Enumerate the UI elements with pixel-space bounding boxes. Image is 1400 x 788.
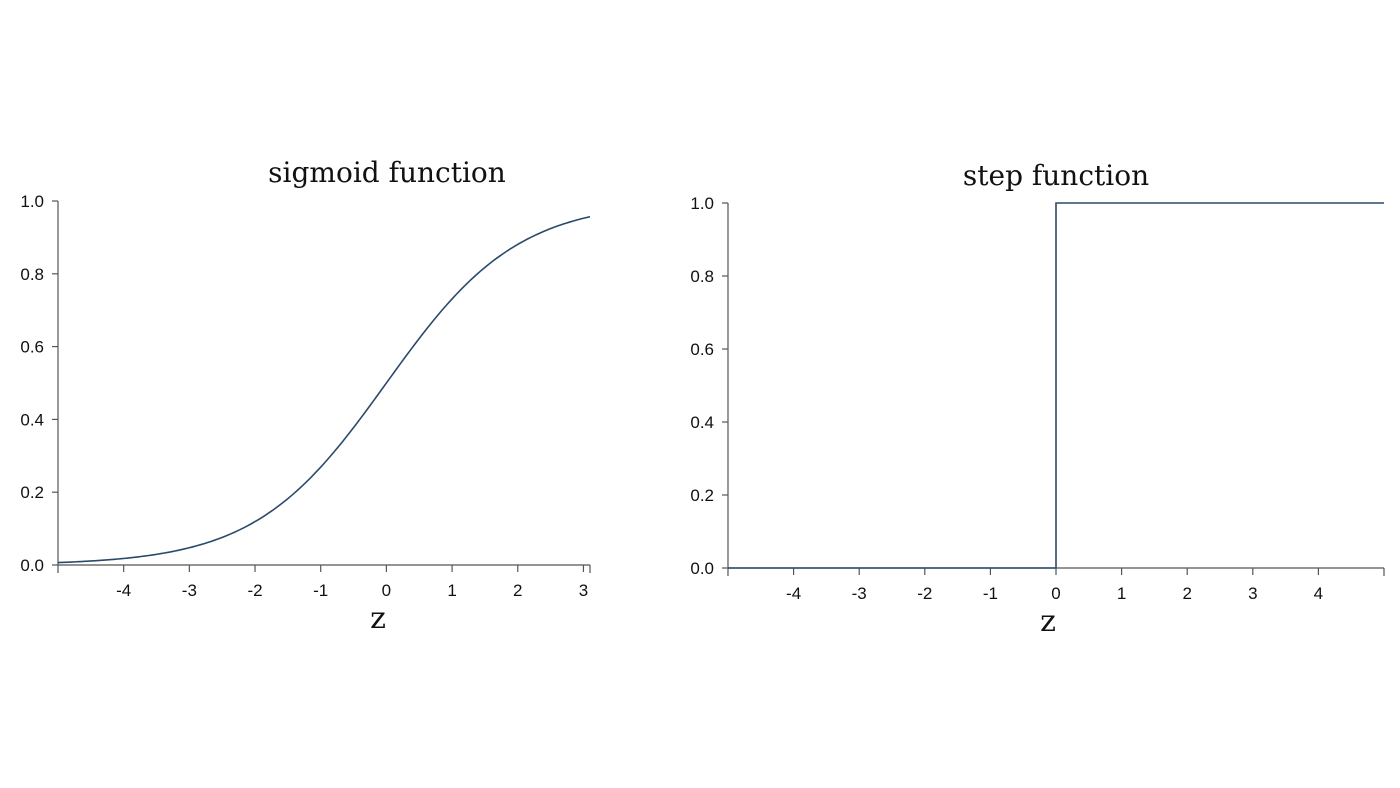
sigmoid-x-tick-label: -2 <box>247 581 262 600</box>
sigmoid-chart: sigmoid function z 0.0 0.2 0.4 0.6 0.8 1.0 -4 -… <box>20 156 591 636</box>
sigmoid-x-tick-label: -3 <box>182 581 197 600</box>
sigmoid-x-tick-label: 0 <box>382 581 391 600</box>
step-y-tick-label: 0.6 <box>690 340 714 359</box>
step-series-line <box>728 202 1384 569</box>
step-x-tick-label: 3 <box>1248 584 1257 603</box>
step-x-tick-label: -3 <box>852 584 867 603</box>
sigmoid-x-tick-label: 3 <box>579 581 588 600</box>
step-y-tick-label: 0.8 <box>690 267 714 286</box>
step-chart: step function z 0.0 0.2 0.4 0.6 0.8 1.0 -4 -3 -2… <box>690 159 1385 639</box>
step-x-tick-label: 2 <box>1182 584 1191 603</box>
sigmoid-x-tick-label: -1 <box>313 581 328 600</box>
sigmoid-y-tick-label: 0.8 <box>20 265 44 284</box>
sigmoid-y-tick-label: 0.0 <box>20 556 44 575</box>
sigmoid-x-tick-label: 2 <box>513 581 522 600</box>
sigmoid-y-tick-label: 1.0 <box>20 192 44 211</box>
sigmoid-x-tick-label: -4 <box>116 581 131 600</box>
step-y-tick-label: 0.2 <box>690 486 714 505</box>
sigmoid-y-tick-label: 0.4 <box>20 410 44 429</box>
sigmoid-y-tick-label: 0.2 <box>20 483 44 502</box>
sigmoid-chart-title: sigmoid function <box>268 156 506 189</box>
step-x-tick-label: -1 <box>983 584 998 603</box>
sigmoid-x-tick-label: 1 <box>447 581 456 600</box>
sigmoid-y-tick-label: 0.6 <box>20 338 44 357</box>
step-y-tick-label: 0.4 <box>690 413 714 432</box>
step-x-tick-label: -2 <box>917 584 932 603</box>
step-y-tick-label: 0.0 <box>690 559 714 578</box>
step-x-tick-label: 1 <box>1117 584 1126 603</box>
step-x-tick-label: 0 <box>1051 584 1060 603</box>
step-y-tick-label: 1.0 <box>690 194 714 213</box>
sigmoid-series-line <box>57 215 591 564</box>
sigmoid-x-axis-label: z <box>370 601 386 636</box>
step-x-tick-label: -4 <box>786 584 801 603</box>
step-x-tick-label: 4 <box>1314 584 1323 603</box>
step-chart-title: step function <box>963 159 1149 192</box>
step-x-axis-label: z <box>1040 604 1056 639</box>
